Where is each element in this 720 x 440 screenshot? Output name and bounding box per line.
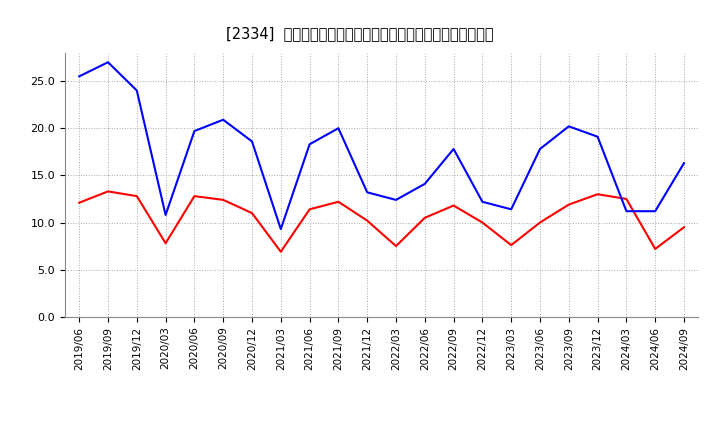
買入債務回転率: [276, 227, 285, 232]
売上債権回転率: [622, 196, 631, 202]
売上債権回転率: [449, 203, 458, 208]
Text: [2334]  売上債権回転率、買入債務回転率、在庫回転率の推移: [2334] 売上債権回転率、買入債務回転率、在庫回転率の推移: [226, 26, 494, 41]
買入債務回転率: [248, 139, 256, 144]
買入債務回転率: [75, 74, 84, 79]
売上債権回転率: [248, 210, 256, 216]
買入債務回転率: [161, 213, 170, 218]
Line: 売上債権回転率: 売上債権回転率: [79, 191, 684, 252]
買入債務回転率: [104, 59, 112, 65]
買入債務回転率: [507, 207, 516, 212]
売上債権回転率: [536, 220, 544, 225]
売上債権回転率: [651, 246, 660, 252]
売上債権回転率: [190, 194, 199, 199]
買入債務回転率: [593, 134, 602, 139]
買入債務回転率: [651, 209, 660, 214]
売上債権回転率: [161, 241, 170, 246]
買入債務回転率: [305, 142, 314, 147]
買入債務回転率: [132, 88, 141, 93]
売上債権回転率: [305, 207, 314, 212]
買入債務回転率: [536, 147, 544, 152]
買入債務回転率: [449, 147, 458, 152]
買入債務回転率: [564, 124, 573, 129]
売上債権回転率: [680, 224, 688, 230]
買入債務回転率: [622, 209, 631, 214]
買入債務回転率: [363, 190, 372, 195]
売上債権回転率: [593, 191, 602, 197]
買入債務回転率: [478, 199, 487, 205]
Line: 買入債務回転率: 買入債務回転率: [79, 62, 684, 229]
売上債権回転率: [420, 215, 429, 220]
売上債権回転率: [478, 220, 487, 225]
売上債権回転率: [392, 243, 400, 249]
売上債権回転率: [75, 200, 84, 205]
買入債務回転率: [190, 128, 199, 134]
買入債務回転率: [334, 125, 343, 131]
売上債権回転率: [334, 199, 343, 205]
買入債務回転率: [219, 117, 228, 122]
売上債権回転率: [104, 189, 112, 194]
売上債権回転率: [564, 202, 573, 207]
売上債権回転率: [507, 242, 516, 248]
買入債務回転率: [680, 161, 688, 166]
売上債権回転率: [363, 218, 372, 223]
買入債務回転率: [392, 197, 400, 202]
売上債権回転率: [276, 249, 285, 254]
買入債務回転率: [420, 181, 429, 187]
売上債権回転率: [219, 197, 228, 202]
売上債権回転率: [132, 194, 141, 199]
